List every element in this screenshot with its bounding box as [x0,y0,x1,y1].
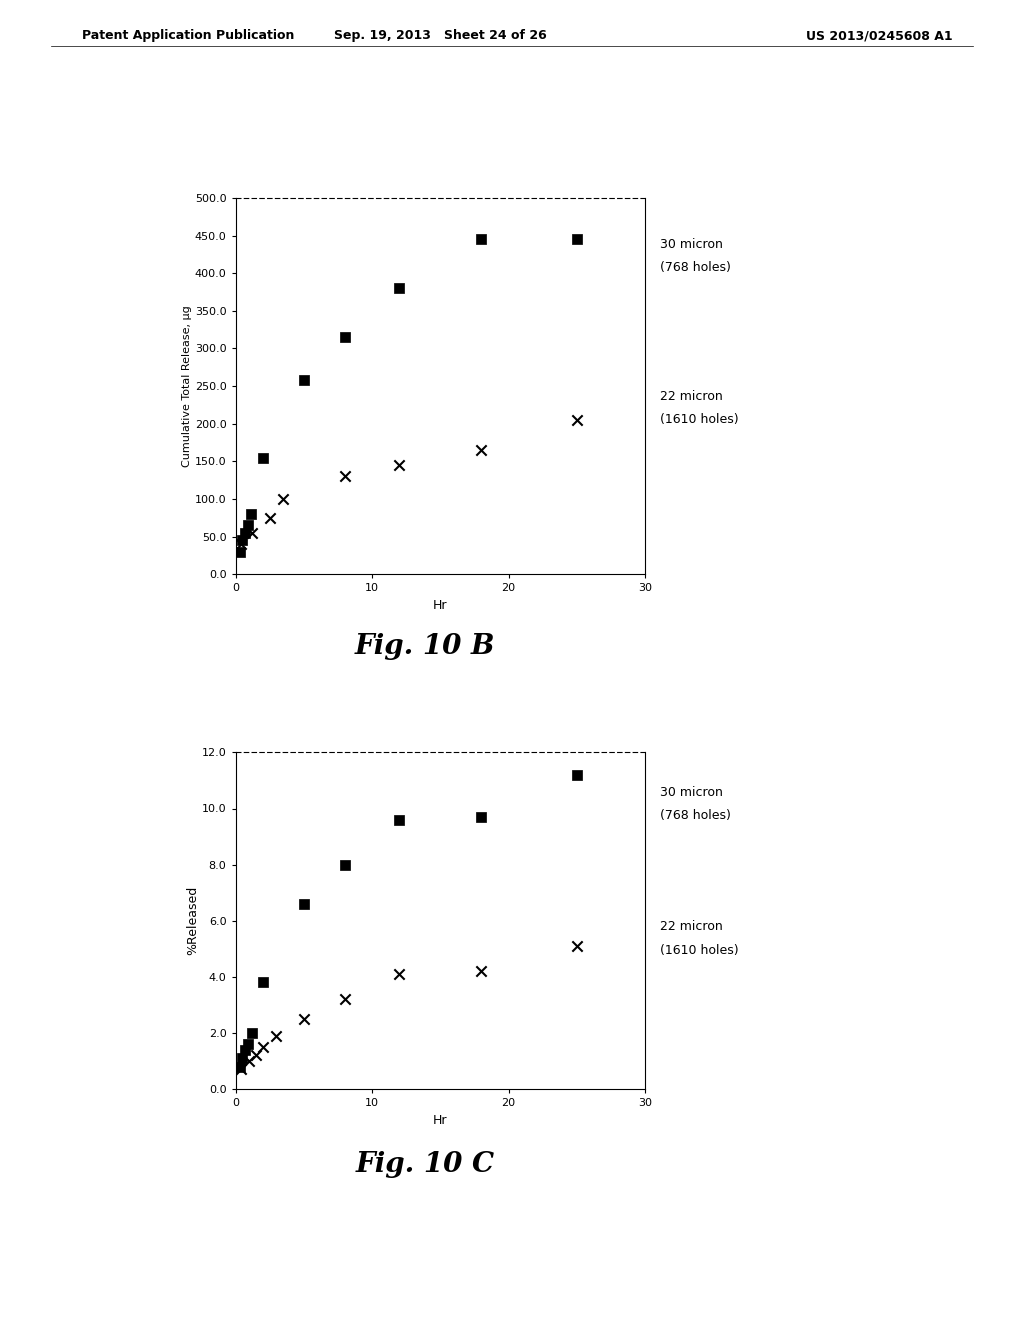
Point [237,1039,253,1060]
Text: Sep. 19, 2013   Sheet 24 of 26: Sep. 19, 2013 Sheet 24 of 26 [334,29,547,42]
Point [244,523,260,544]
Point [296,370,312,391]
Text: (1610 holes): (1610 holes) [660,944,739,957]
Point [391,964,408,985]
Point [568,936,585,957]
Point [261,507,278,528]
Text: Fig. 10 B: Fig. 10 B [354,634,496,660]
Point [231,1056,248,1077]
Point [473,807,489,828]
Point [255,447,271,469]
Point [337,466,353,487]
Point [234,1048,251,1069]
Text: (1610 holes): (1610 holes) [660,413,739,426]
Point [232,533,249,554]
Y-axis label: Cumulative Total Release, µg: Cumulative Total Release, µg [182,305,191,467]
Text: (768 holes): (768 holes) [660,261,731,275]
Text: Fig. 10 C: Fig. 10 C [355,1151,495,1177]
Point [231,541,248,562]
Point [568,764,585,785]
Text: 30 micron: 30 micron [660,238,723,251]
Text: (768 holes): (768 holes) [660,809,731,822]
Point [240,515,256,536]
Point [237,523,253,544]
Point [568,228,585,249]
Point [337,854,353,875]
Point [234,529,251,550]
Point [248,1045,264,1067]
Point [255,1036,271,1057]
Text: US 2013/0245608 A1: US 2013/0245608 A1 [806,29,952,42]
Text: Patent Application Publication: Patent Application Publication [82,29,294,42]
X-axis label: Hr: Hr [433,1114,447,1126]
Point [275,488,292,510]
Point [473,440,489,461]
Point [337,326,353,347]
Point [473,961,489,982]
Point [296,1008,312,1030]
Point [391,277,408,298]
Text: 22 micron: 22 micron [660,389,723,403]
Point [244,1022,260,1043]
Point [240,1034,256,1055]
Point [232,1059,249,1080]
Point [241,1051,257,1072]
Point [391,809,408,830]
Point [268,1026,285,1047]
Text: 22 micron: 22 micron [660,920,723,933]
Point [296,894,312,915]
Point [337,989,353,1010]
Point [243,503,259,524]
Point [391,454,408,475]
Point [255,972,271,993]
Point [473,228,489,249]
Y-axis label: %Released: %Released [186,886,199,956]
Text: 30 micron: 30 micron [660,785,723,799]
Point [568,409,585,430]
X-axis label: Hr: Hr [433,599,447,611]
